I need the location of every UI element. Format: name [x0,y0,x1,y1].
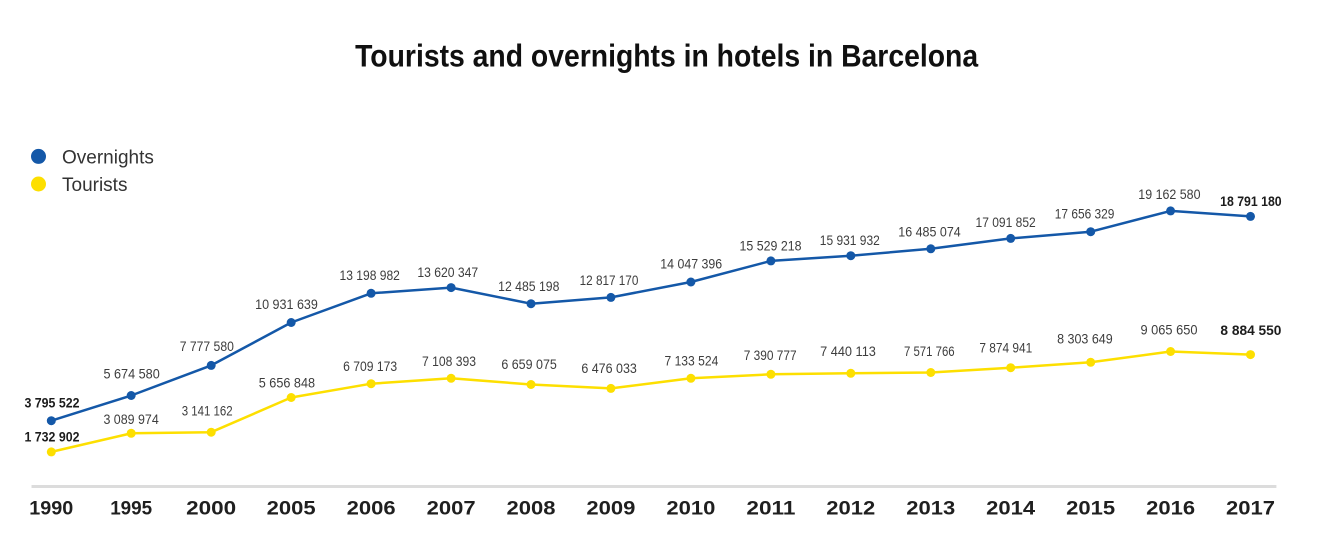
svg-text:2009: 2009 [586,498,635,520]
svg-text:8 884 550: 8 884 550 [1220,323,1281,339]
svg-text:2011: 2011 [746,498,795,520]
svg-text:1990: 1990 [29,498,73,520]
svg-text:7 390 777: 7 390 777 [744,348,797,364]
svg-text:13 198 982: 13 198 982 [340,268,400,284]
svg-text:2012: 2012 [826,498,875,520]
svg-text:2013: 2013 [906,498,955,520]
svg-text:12 485 198: 12 485 198 [498,279,559,295]
svg-text:2014: 2014 [986,498,1035,520]
svg-text:7 133 524: 7 133 524 [665,354,719,370]
svg-text:5 656 848: 5 656 848 [259,376,315,392]
svg-text:15 529 218: 15 529 218 [740,238,802,254]
svg-text:7 571 766: 7 571 766 [904,344,955,360]
svg-text:14 047 396: 14 047 396 [660,257,722,273]
svg-text:2008: 2008 [507,498,556,520]
svg-text:2005: 2005 [267,498,316,520]
svg-text:1 732 902: 1 732 902 [25,430,80,446]
svg-text:3 141 162: 3 141 162 [182,403,233,419]
svg-text:2006: 2006 [347,498,396,520]
svg-text:19 162 580: 19 162 580 [1138,187,1200,203]
svg-text:15 931 932: 15 931 932 [820,233,880,249]
svg-text:2017: 2017 [1226,498,1275,520]
svg-text:17 656 329: 17 656 329 [1055,207,1115,223]
svg-text:6 659 075: 6 659 075 [501,357,557,373]
svg-text:1995: 1995 [110,498,152,520]
svg-text:7 874 941: 7 874 941 [979,341,1032,357]
svg-text:6 476 033: 6 476 033 [581,361,637,377]
svg-text:10 931 639: 10 931 639 [255,297,318,313]
svg-text:2015: 2015 [1066,498,1115,520]
svg-text:3 089 974: 3 089 974 [103,412,158,428]
svg-text:6 709 173: 6 709 173 [343,359,397,375]
svg-text:7 440 113: 7 440 113 [820,344,876,360]
svg-text:Tourists: Tourists [62,175,127,196]
svg-text:7 108 393: 7 108 393 [422,354,476,370]
svg-text:16 485 074: 16 485 074 [898,225,960,241]
svg-text:18 791 180: 18 791 180 [1220,194,1282,210]
svg-text:Tourists and overnights in hot: Tourists and overnights in hotels in Bar… [355,38,978,74]
svg-text:2007: 2007 [427,498,476,520]
svg-text:7 777 580: 7 777 580 [180,339,234,355]
svg-text:8 303 649: 8 303 649 [1057,332,1113,348]
svg-text:2010: 2010 [666,498,715,520]
svg-text:5 674 580: 5 674 580 [103,366,159,382]
svg-text:12 817 170: 12 817 170 [580,273,639,289]
svg-text:2000: 2000 [186,498,236,520]
svg-text:Overnights: Overnights [62,147,154,168]
svg-text:2016: 2016 [1146,498,1195,520]
svg-text:9 065 650: 9 065 650 [1141,322,1198,338]
svg-text:3 795 522: 3 795 522 [25,396,80,412]
svg-text:13 620 347: 13 620 347 [417,265,478,281]
svg-text:17 091 852: 17 091 852 [976,215,1036,231]
